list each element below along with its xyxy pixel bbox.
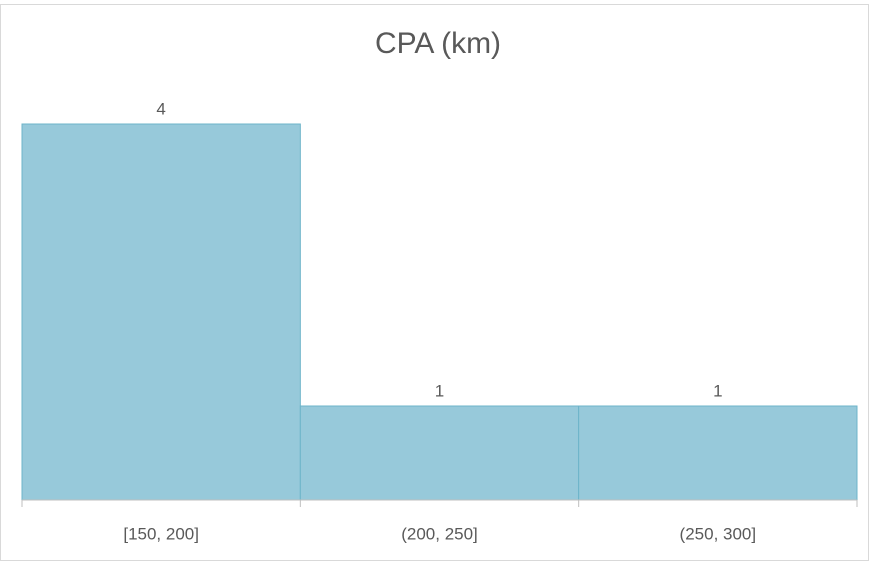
x-tick-label: [150, 200] [123, 524, 199, 543]
data-label: 4 [156, 99, 165, 118]
bar [299, 405, 580, 501]
bar [21, 123, 301, 501]
data-label: 1 [435, 381, 444, 400]
chart-title: CPA (km) [375, 27, 501, 60]
x-tick-label: (250, 300] [680, 524, 757, 543]
x-tick-label: (200, 250] [401, 524, 478, 543]
data-label: 1 [713, 381, 722, 400]
bar [578, 405, 858, 501]
